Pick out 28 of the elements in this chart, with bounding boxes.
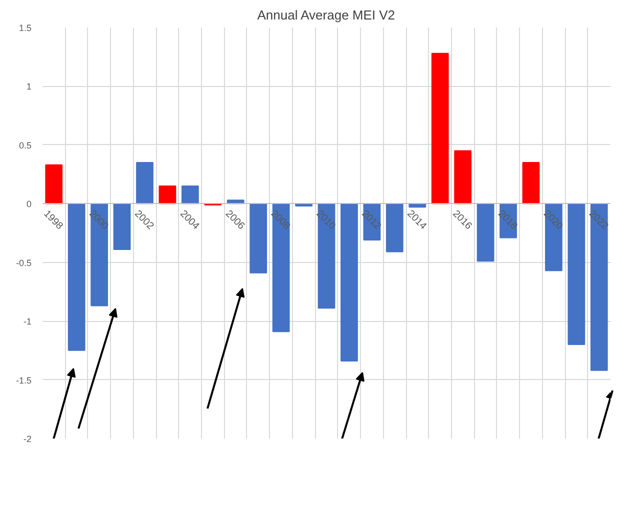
y-tick-label: 0 [26, 199, 32, 210]
y-tick-label: 1 [26, 82, 32, 92]
bar [182, 186, 199, 204]
bar [590, 203, 608, 371]
bar [431, 52, 449, 204]
y-tick-label: 1.5 [18, 23, 32, 33]
chart-title: Annual Average MEI V2 [257, 8, 396, 22]
bar [454, 150, 472, 204]
bar [386, 203, 404, 252]
bar [476, 203, 494, 262]
y-tick-label: -2 [24, 434, 32, 444]
y-tick-label: -0.5 [16, 258, 32, 268]
bar [136, 162, 154, 204]
bar [522, 162, 540, 204]
bar [113, 203, 131, 250]
bar [568, 203, 586, 346]
y-tick-label: 0.5 [18, 140, 32, 150]
bar [318, 203, 336, 309]
y-tick-label: -1.5 [16, 375, 32, 386]
bar [545, 203, 562, 272]
bar [158, 186, 176, 204]
bar [250, 203, 268, 274]
bar [340, 203, 358, 362]
bar [272, 203, 290, 332]
bar [45, 164, 63, 204]
bar [90, 203, 108, 306]
y-tick-label: -1 [24, 316, 32, 327]
bar [68, 203, 86, 351]
